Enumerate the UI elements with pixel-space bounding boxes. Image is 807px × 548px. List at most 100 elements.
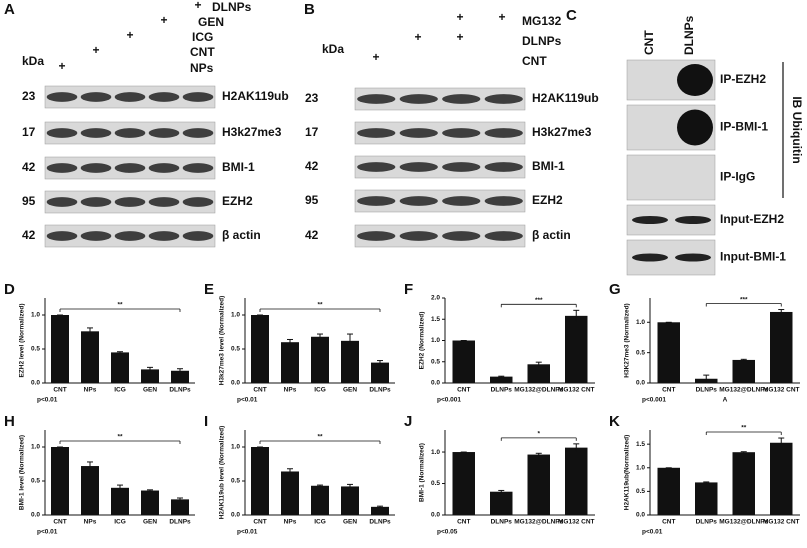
x-tick-label: MG132@DLNPs bbox=[719, 519, 768, 526]
kda-label: kDa bbox=[322, 42, 344, 56]
bar bbox=[527, 454, 550, 515]
blot-band bbox=[182, 197, 214, 207]
blot-band bbox=[675, 253, 711, 262]
significance: ** bbox=[117, 434, 123, 441]
y-tick-label: 1.0 bbox=[636, 319, 645, 326]
p-value: p<0.01 bbox=[642, 529, 663, 536]
bar bbox=[770, 442, 793, 515]
significance: *** bbox=[535, 297, 543, 304]
bar bbox=[111, 352, 129, 383]
x-tick-label: MG132@DLNPs bbox=[719, 387, 768, 394]
treatment-label: MG132 bbox=[522, 14, 562, 28]
treatment-label: DLNPs bbox=[212, 0, 252, 14]
bar bbox=[527, 364, 550, 383]
bar bbox=[770, 311, 793, 383]
y-tick-label: 0.0 bbox=[431, 380, 440, 387]
y-axis-label: H3K27me3 (Normalized) bbox=[624, 303, 631, 377]
blot-band bbox=[442, 162, 481, 172]
y-tick-label: 0.0 bbox=[31, 380, 40, 387]
bar bbox=[732, 452, 755, 515]
mw-label: 17 bbox=[22, 125, 36, 139]
x-tick-label: CNT bbox=[662, 519, 675, 526]
blot-band bbox=[182, 163, 214, 173]
y-axis-label: H2AK119ub(Normalized) bbox=[624, 435, 631, 511]
blot-band bbox=[484, 196, 523, 206]
y-tick-label: 1.0 bbox=[31, 444, 40, 451]
x-tick-label: CNT bbox=[253, 387, 266, 394]
x-tick-label: MG132@DLNPs bbox=[514, 387, 563, 394]
bar bbox=[490, 491, 513, 515]
p-value: p<0.001 bbox=[437, 397, 461, 404]
bar bbox=[171, 370, 189, 383]
row-label: IP-EZH2 bbox=[720, 72, 766, 86]
blot-strip bbox=[354, 189, 526, 213]
x-tick-label: NPs bbox=[84, 387, 97, 394]
blot-band bbox=[442, 196, 481, 206]
mw-label: 42 bbox=[305, 159, 319, 173]
panel-label: C bbox=[566, 7, 577, 24]
blot-strip bbox=[354, 87, 526, 111]
blot-band bbox=[114, 231, 146, 241]
blot-band bbox=[80, 92, 112, 102]
blot-band bbox=[182, 231, 214, 241]
panel-label: J bbox=[404, 413, 412, 430]
bar bbox=[657, 467, 680, 515]
x-tick-label: MG132 CNT bbox=[763, 387, 800, 394]
mw-label: 17 bbox=[305, 125, 319, 139]
protein-label: β actin bbox=[222, 228, 261, 242]
blot-band bbox=[357, 94, 396, 104]
x-tick-label: MG132@DLNPs bbox=[514, 519, 563, 526]
protein-label: BMI-1 bbox=[222, 160, 255, 174]
mw-label: 95 bbox=[22, 194, 36, 208]
blot-band bbox=[114, 92, 146, 102]
blot-band bbox=[399, 231, 438, 241]
blot-band bbox=[442, 94, 481, 104]
significance: ** bbox=[741, 425, 747, 432]
x-tick-label: DLNPs bbox=[169, 387, 191, 394]
bar bbox=[171, 499, 189, 515]
y-tick-label: 1.0 bbox=[231, 312, 240, 319]
bar bbox=[657, 322, 680, 383]
y-tick-label: 0.0 bbox=[231, 380, 240, 387]
bar bbox=[51, 315, 69, 383]
row-label: IP-BMI-1 bbox=[720, 120, 768, 134]
protein-label: H3k27me3 bbox=[222, 125, 282, 139]
side-label: IB Ubiquitin bbox=[790, 96, 804, 163]
blot-band bbox=[80, 163, 112, 173]
bar bbox=[695, 482, 718, 515]
x-tick-label: DLNPs bbox=[491, 519, 513, 526]
panel-label: K bbox=[609, 413, 620, 430]
bar bbox=[371, 506, 389, 515]
column-label: CNT bbox=[642, 30, 656, 55]
blot-band bbox=[677, 109, 713, 146]
blot-band bbox=[677, 64, 713, 96]
bar bbox=[111, 487, 129, 515]
y-tick-label: 2.0 bbox=[431, 295, 440, 302]
mw-label: 95 bbox=[305, 193, 319, 207]
bar bbox=[371, 362, 389, 383]
mw-label: 23 bbox=[22, 89, 36, 103]
plus: + bbox=[498, 10, 505, 24]
p-value: p<0.01 bbox=[37, 529, 58, 536]
blot-band bbox=[148, 128, 180, 138]
bar bbox=[141, 369, 159, 383]
protein-label: EZH2 bbox=[222, 194, 253, 208]
y-axis-label: H3k27me3 level (Normalized) bbox=[219, 296, 226, 386]
y-tick-label: 1.0 bbox=[31, 312, 40, 319]
blot-strip bbox=[354, 121, 526, 145]
x-tick-label: NPs bbox=[284, 519, 297, 526]
bar bbox=[311, 336, 329, 383]
protein-label: H3k27me3 bbox=[532, 125, 592, 139]
x-tick-label: DLNPs bbox=[491, 387, 513, 394]
significance: ** bbox=[317, 434, 323, 441]
blot-band bbox=[399, 162, 438, 172]
mw-label: 23 bbox=[305, 91, 319, 105]
y-axis-label: EZH2 level (Normalized) bbox=[19, 303, 26, 377]
protein-label: EZH2 bbox=[532, 193, 563, 207]
plus: + bbox=[58, 59, 65, 73]
y-tick-label: 1.0 bbox=[231, 444, 240, 451]
plus: + bbox=[194, 0, 201, 12]
panel-label: E bbox=[204, 281, 214, 298]
y-tick-label: 0.5 bbox=[231, 478, 240, 485]
bar bbox=[281, 471, 299, 515]
